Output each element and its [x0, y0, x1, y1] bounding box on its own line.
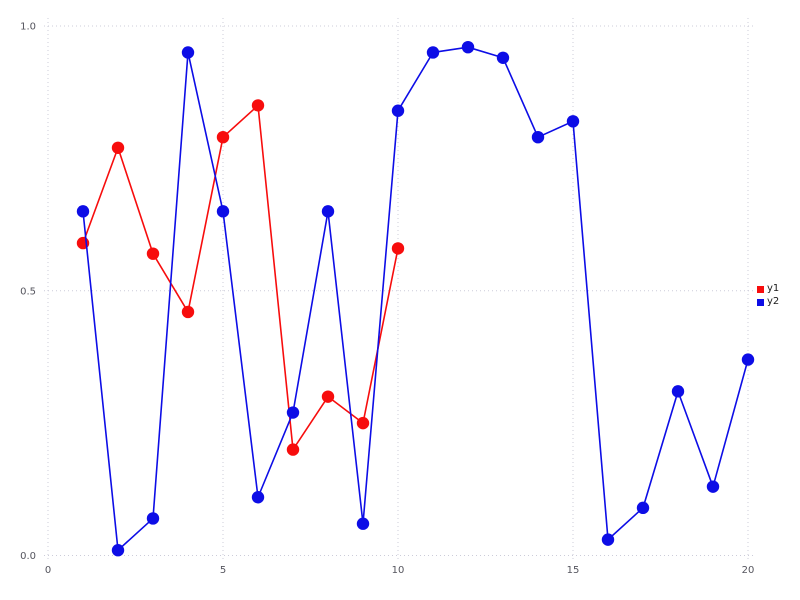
data-point-y2-x12 — [461, 40, 475, 54]
data-point-y2-x20 — [741, 353, 755, 366]
data-point-y2-x4 — [181, 46, 195, 59]
data-point-y2-x3 — [146, 512, 160, 525]
data-point-y1-x5 — [216, 130, 230, 144]
legend-swatch-y1 — [757, 285, 764, 293]
data-point-y2-x8 — [321, 205, 335, 218]
data-point-y2-x1 — [76, 205, 90, 218]
x-tick-label-15: 15 — [567, 565, 580, 576]
series-line-y1 — [82, 104, 399, 451]
data-point-y2-x17 — [636, 501, 650, 515]
legend-item-y2: y2 — [757, 296, 779, 308]
y-tick-label-0.5: 0.5 — [20, 286, 36, 297]
data-point-y2-x14 — [531, 130, 545, 144]
x-tick-label-0: 0 — [45, 565, 51, 576]
legend-swatch-y2 — [757, 298, 764, 306]
data-point-y1-x6 — [251, 99, 265, 112]
data-point-y1-x3 — [146, 247, 160, 260]
data-point-y2-x11 — [426, 46, 440, 59]
legend: y1 y2 — [757, 283, 779, 308]
data-point-y2-x5 — [216, 205, 230, 218]
legend-label-y2: y2 — [767, 296, 780, 307]
data-point-y2-x18 — [671, 385, 685, 398]
data-point-y2-x15 — [566, 115, 580, 128]
series-line-y2 — [82, 46, 749, 552]
data-point-y2-x9 — [356, 517, 370, 530]
data-point-y1-x9 — [356, 416, 370, 430]
data-point-y2-x13 — [496, 51, 510, 64]
y-tick-label-1.0: 1.0 — [20, 22, 36, 33]
legend-label-y1: y1 — [767, 283, 780, 294]
data-point-y2-x19 — [706, 480, 720, 493]
y-tick-label-0.0: 0.0 — [20, 551, 36, 562]
data-point-y2-x16 — [601, 533, 615, 546]
x-tick-label-10: 10 — [392, 565, 405, 576]
data-point-y2-x7 — [286, 406, 300, 419]
data-point-y1-x7 — [286, 443, 300, 456]
x-tick-label-20: 20 — [742, 565, 755, 576]
data-point-y1-x8 — [321, 390, 335, 403]
data-point-y2-x10 — [391, 104, 405, 117]
legend-item-y1: y1 — [757, 283, 779, 295]
data-point-y1-x4 — [181, 305, 195, 319]
data-point-y1-x10 — [391, 242, 405, 255]
data-point-y2-x6 — [251, 491, 265, 504]
data-point-y2-x2 — [111, 544, 125, 557]
data-point-y1-x2 — [111, 141, 125, 154]
x-tick-label-5: 5 — [220, 565, 226, 576]
